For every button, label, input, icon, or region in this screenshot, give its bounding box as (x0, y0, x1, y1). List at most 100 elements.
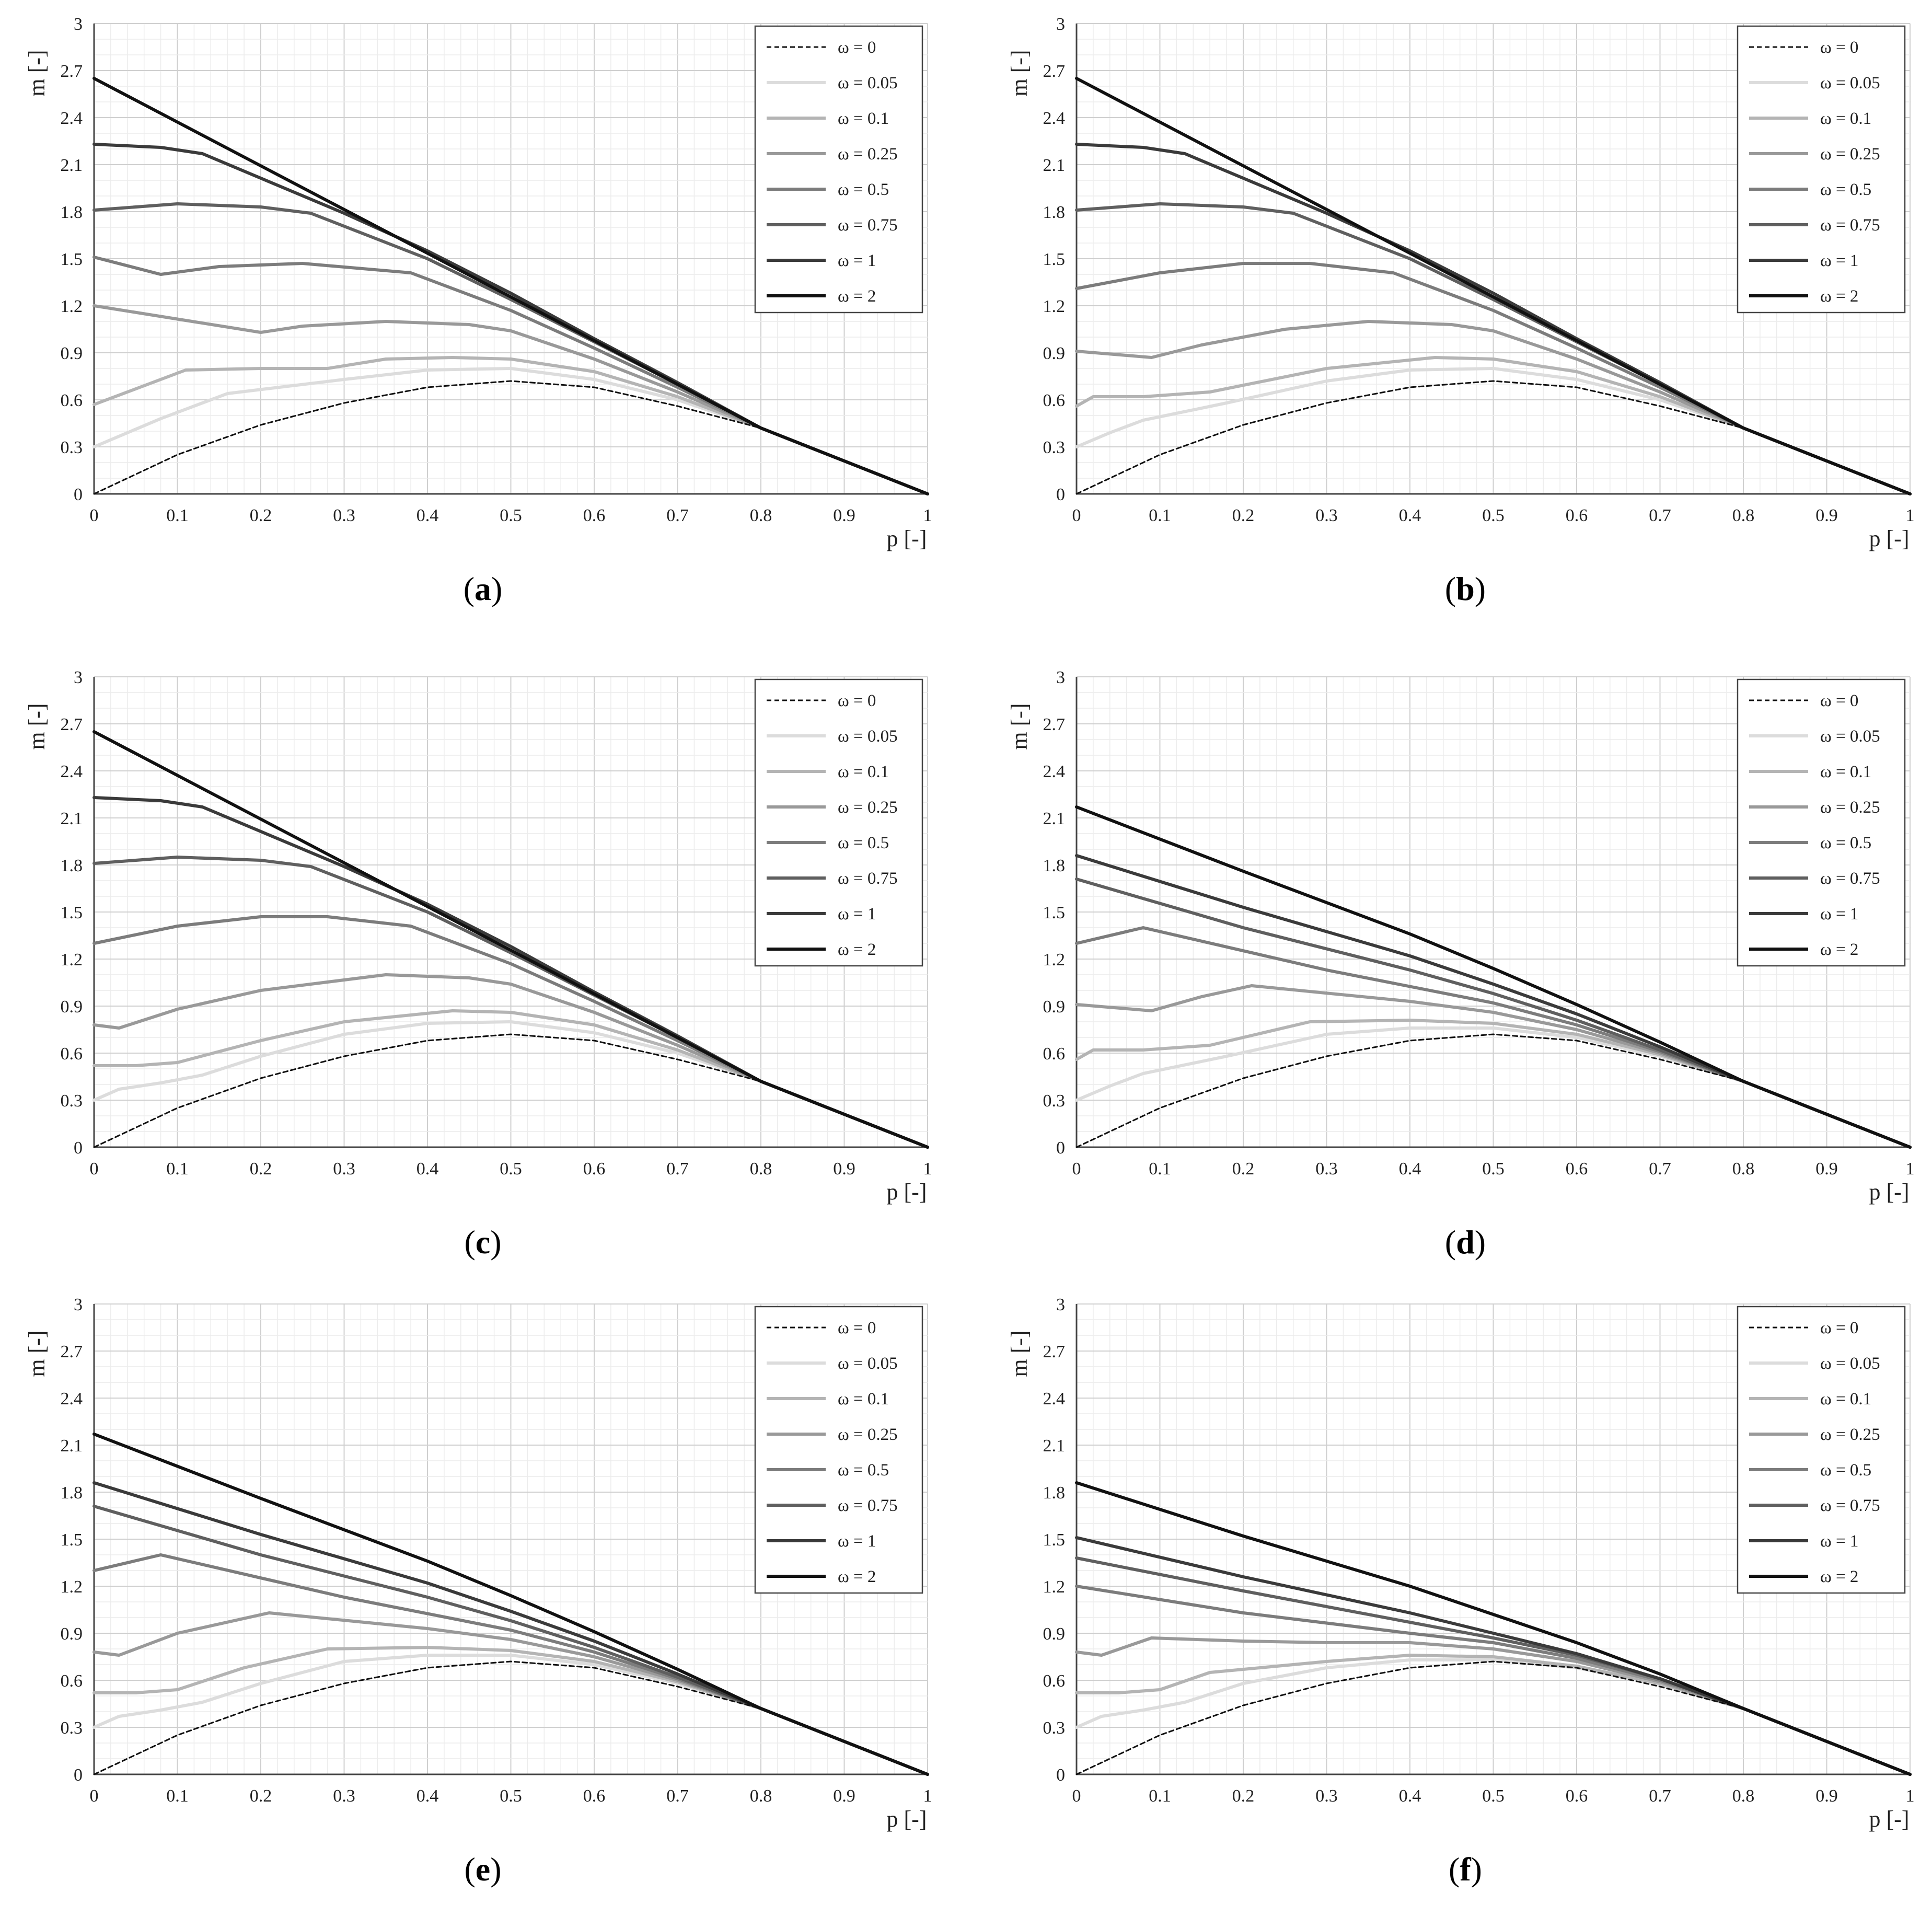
legend-label: ω = 1 (1820, 1532, 1858, 1551)
legend-label: ω = 0.25 (838, 1425, 898, 1444)
y-tick-label: 1.2 (1043, 950, 1066, 969)
legend-label: ω = 0.5 (838, 180, 889, 199)
legend-label: ω = 2 (838, 287, 876, 306)
y-tick-label: 0.9 (61, 997, 83, 1017)
legend-box (1737, 25, 1906, 314)
y-axis-label: m [-] (24, 1330, 50, 1377)
series-line (1075, 805, 1912, 1149)
x-axis-label: p [-] (1869, 1179, 1910, 1205)
x-tick-label: 0.2 (1232, 506, 1255, 525)
y-tick-label: 2.1 (61, 809, 83, 828)
legend-label: ω = 2 (838, 1567, 876, 1586)
x-tick-label: 0.9 (1815, 1159, 1838, 1179)
y-tick-label: 1.5 (61, 903, 83, 922)
panel-caption-b: (b) (1444, 570, 1486, 607)
series-line (1075, 1033, 1911, 1148)
series-line (1075, 1481, 1912, 1776)
legend-box (754, 25, 923, 314)
legend-label: ω = 0.75 (838, 869, 898, 888)
series-line (93, 380, 929, 495)
series-line (92, 356, 929, 495)
y-tick-label: 0 (74, 1138, 83, 1158)
series-line (92, 1020, 929, 1149)
legend-label: ω = 0.75 (1820, 1496, 1880, 1515)
x-tick-label: 0.2 (1232, 1159, 1255, 1179)
y-tick-label: 0 (1056, 1765, 1065, 1785)
x-tick-label: 0 (90, 1786, 99, 1806)
legend-label: ω = 0.5 (1820, 1461, 1871, 1480)
y-tick-label: 1.8 (1043, 203, 1066, 222)
y-tick-label: 1.5 (1043, 250, 1066, 269)
x-tick-label: 0.1 (1149, 1159, 1171, 1179)
legend-label: ω = 0.25 (1820, 798, 1880, 817)
x-tick-label: 0.1 (166, 1159, 189, 1179)
x-tick-label: 0.4 (417, 506, 439, 525)
x-tick-label: 0.5 (1482, 1786, 1505, 1806)
legend-label: ω = 0.05 (1820, 74, 1880, 93)
y-tick-label: 0.6 (1043, 1671, 1066, 1691)
panel-caption-f: (f) (1449, 1851, 1482, 1888)
y-tick-label: 2.1 (1043, 156, 1066, 175)
y-tick-label: 2.7 (61, 1342, 83, 1361)
x-tick-label: 0.2 (250, 1786, 272, 1806)
x-tick-label: 1 (1906, 1786, 1915, 1806)
x-tick-label: 0.7 (666, 1159, 689, 1179)
y-tick-label: 1.5 (1043, 903, 1066, 922)
y-tick-label: 2.7 (1043, 1342, 1066, 1361)
panel-caption-d: (d) (1444, 1224, 1486, 1261)
y-tick-label: 3 (1056, 15, 1065, 34)
y-tick-label: 1.8 (1043, 856, 1066, 875)
x-tick-label: 0.1 (1149, 506, 1171, 525)
y-axis-label: m [-] (1007, 703, 1032, 749)
y-tick-label: 0.9 (1043, 1624, 1066, 1644)
y-tick-label: 2.1 (1043, 1436, 1066, 1456)
x-tick-label: 1 (923, 506, 932, 525)
x-tick-label: 0.4 (1399, 1786, 1421, 1806)
y-tick-label: 3 (74, 15, 83, 34)
x-tick-label: 0.2 (1232, 1786, 1255, 1806)
line-chart-d: 0 0.1 0.2 0.3 0.4 0.5 0.6 0.7 0.8 0.9 1 0 0.3 0.6 0.9 1… (1007, 668, 1915, 1205)
x-tick-label: 0.3 (333, 1786, 355, 1806)
legend-label: ω = 0.5 (1820, 180, 1871, 199)
x-tick-label: 0.3 (333, 506, 355, 525)
y-tick-label: 3 (74, 668, 83, 687)
legend-label: ω = 0.75 (838, 1496, 898, 1515)
x-tick-label: 0.6 (1566, 506, 1588, 525)
legend-label: ω = 0.1 (1820, 763, 1871, 781)
legend-label: ω = 2 (1820, 1567, 1858, 1586)
y-tick-label: 2.4 (61, 762, 83, 781)
y-tick-label: 1.5 (1043, 1530, 1066, 1550)
y-axis-label: m [-] (1007, 50, 1032, 96)
x-tick-label: 0.7 (666, 506, 689, 525)
y-tick-label: 0.9 (61, 344, 83, 363)
y-tick-label: 0.3 (61, 1091, 83, 1111)
x-tick-label: 0.6 (583, 1159, 606, 1179)
x-tick-label: 0.9 (833, 1159, 855, 1179)
y-tick-label: 0.6 (1043, 391, 1066, 410)
grid-e (94, 1303, 928, 1775)
legend-label: ω = 2 (1820, 940, 1858, 959)
x-tick-label: 0.2 (250, 1159, 272, 1179)
line-chart-e: 0 0.1 0.2 0.3 0.4 0.5 0.6 0.7 0.8 0.9 1 0 0.3 0.6 0.9 1… (24, 1295, 932, 1832)
y-tick-label: 2.7 (1043, 62, 1066, 81)
y-tick-label: 1.8 (61, 203, 83, 222)
legend-label: ω = 1 (838, 1532, 876, 1551)
panel-caption-a: (a) (463, 570, 503, 607)
y-tick-label: 2.4 (61, 109, 83, 128)
x-tick-label: 0 (90, 506, 99, 525)
legend-label: ω = 0.05 (1820, 727, 1880, 746)
y-tick-label: 0.6 (61, 391, 83, 410)
y-tick-label: 0.6 (61, 1671, 83, 1691)
x-tick-label: 0.6 (1566, 1159, 1588, 1179)
legend-label: ω = 1 (1820, 251, 1858, 270)
x-tick-label: 0 (1072, 1159, 1081, 1179)
legend-label: ω = 0.25 (838, 798, 898, 817)
legend-label: ω = 2 (1820, 287, 1858, 306)
line-chart-b: 0 0.1 0.2 0.3 0.4 0.5 0.6 0.7 0.8 0.9 1 0 0.3 0.6 0.9 1… (1007, 15, 1915, 551)
y-tick-label: 0.3 (1043, 1091, 1066, 1111)
x-tick-label: 0 (1072, 1786, 1081, 1806)
legend-box (1737, 678, 1906, 967)
chart-panel-a: 0 0.1 0.2 0.3 0.4 0.5 0.6 0.7 0.8 0.9 1 0 0.3 0.6 0.9 1… (0, 0, 966, 636)
y-tick-label: 0.6 (61, 1044, 83, 1064)
y-tick-label: 2.4 (1043, 1389, 1066, 1409)
